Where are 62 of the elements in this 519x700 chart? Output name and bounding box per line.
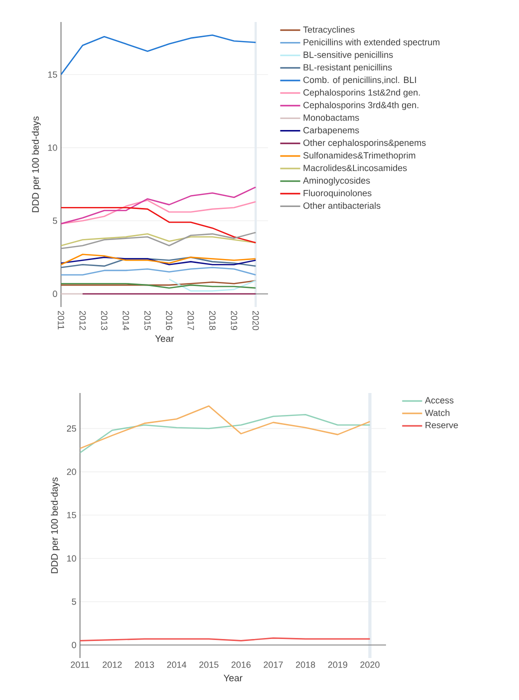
x-tick-label: 2015 (144, 310, 151, 330)
x-tick-label: 2018 (296, 662, 316, 668)
legend-label: Cephalosporins 3rd&4th gen. (303, 102, 418, 110)
line-series (61, 186, 256, 224)
x-axis-title: Year (155, 335, 174, 342)
x-axis-title: Year (224, 674, 242, 682)
legend-label: Macrolides&Lincosamides (304, 164, 407, 172)
line-series (61, 256, 256, 266)
y-tick-label: 5 (72, 598, 76, 605)
x-tick-label: 2012 (79, 310, 86, 330)
x-tick-label: 2013 (101, 310, 108, 330)
legend-label: Sulfonamides&Trimethoprim (303, 152, 416, 160)
x-tick-label: 2014 (167, 662, 186, 668)
x-tick-label: 2020 (360, 662, 380, 668)
y-tick-label: 20 (66, 468, 76, 475)
line-series (61, 200, 256, 224)
line-series (61, 232, 256, 250)
legend-label: Tetracyclines (303, 26, 354, 35)
line-series (61, 34, 256, 76)
legend-label: BL-sensitive penicillins (304, 51, 393, 60)
legend-label: Aminoglycosides (302, 177, 370, 186)
legend-label: Other cephalosporins&penems (303, 139, 426, 148)
y-tick-label: 5 (52, 218, 58, 224)
legend-label: Other antibacterials (303, 202, 380, 209)
legend-label: Reserve (426, 422, 458, 428)
x-tick-label: 2016 (166, 310, 172, 330)
x-tick-label: 2020 (252, 310, 259, 330)
x-tick-label: 2019 (230, 310, 238, 330)
x-tick-label: 2015 (199, 662, 218, 668)
line-series (61, 266, 256, 276)
x-tick-label: 2013 (134, 662, 154, 668)
line-series (168, 278, 256, 292)
line-series (80, 405, 371, 450)
legend-label: Carbapenems (303, 126, 359, 136)
legend-label: Watch (424, 409, 450, 416)
x-tick-label: 2011 (70, 662, 90, 668)
legend-label: Monobactams (304, 114, 359, 121)
y-tick-label: 15 (67, 512, 76, 518)
x-tick-label: 2014 (122, 310, 130, 330)
y-tick-label: 0 (72, 642, 76, 648)
y-tick-label: 10 (67, 555, 76, 562)
y-tick-label: 25 (66, 425, 76, 432)
x-tick-label: 2016 (232, 662, 251, 668)
legend-label: BL-resistant penicillins (304, 64, 392, 72)
legend-label: Fluoroquinolones (304, 190, 372, 198)
y-tick-label: 15 (48, 71, 58, 78)
legend-label: Access (424, 397, 454, 404)
y-axis-title: DDD per 100 bed-days (32, 116, 41, 212)
legend-label: Cephalosporins 1st&2nd gen. (303, 89, 420, 98)
y-tick-label: 0 (52, 290, 58, 298)
y-axis-title: DDD per 100 bed-days (50, 477, 60, 574)
x-tick-label: 2019 (328, 662, 348, 668)
line-series (80, 414, 371, 454)
x-tick-label: 2017 (188, 310, 194, 330)
y-tick-label: 10 (48, 144, 58, 151)
legend-label: Comb. of penicillins,incl. BLI (303, 76, 416, 85)
x-tick-label: 2012 (102, 662, 122, 668)
x-tick-label: 2017 (264, 662, 283, 668)
legend-label: Penicillins with extended spectrum (304, 38, 440, 48)
x-tick-label: 2011 (58, 310, 64, 330)
line-series (61, 233, 256, 246)
x-tick-label: 2018 (209, 310, 216, 330)
